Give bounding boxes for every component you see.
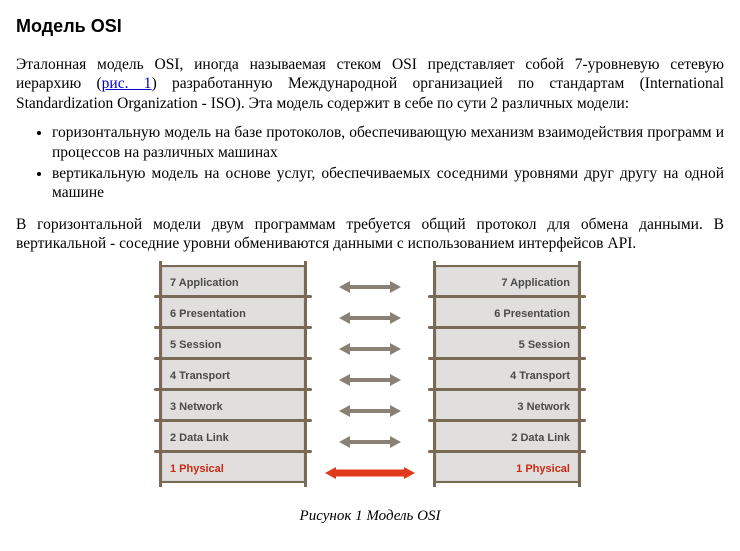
layer-row: 4 Transport [436, 360, 578, 391]
double-arrow-icon [339, 433, 401, 451]
list-item: горизонтальную модель на базе протоколов… [52, 123, 724, 162]
model-list: горизонтальную модель на базе протоколов… [16, 123, 724, 203]
double-arrow-icon [339, 278, 401, 296]
layer-label: 2 Data Link [511, 432, 570, 444]
layer-label: 3 Network [517, 401, 570, 413]
arrow-row [325, 271, 415, 302]
arrow-row [325, 395, 415, 426]
layer-row: 2 Data Link [436, 422, 578, 453]
double-arrow-icon [325, 464, 415, 482]
layer-row: 7 Application [162, 267, 304, 298]
layer-label: 5 Session [170, 339, 221, 351]
layer-label: 1 Physical [170, 463, 224, 475]
intro-paragraph: Эталонная модель OSI, иногда называемая … [16, 55, 724, 113]
figure-1: 7 Application 6 Presentation 5 Session 4 Tr… [16, 265, 724, 525]
layer-label: 7 Application [170, 277, 239, 289]
layer-row: 1 Physical [162, 453, 304, 484]
osi-stack-left: 7 Application 6 Presentation 5 Session 4 Tr… [159, 265, 307, 483]
layer-label: 3 Network [170, 401, 223, 413]
figure-link[interactable]: рис. 1 [102, 75, 152, 92]
layer-label: 2 Data Link [170, 432, 229, 444]
double-arrow-icon [339, 309, 401, 327]
double-arrow-icon [339, 402, 401, 420]
layer-label: 1 Physical [516, 463, 570, 475]
layer-label: 6 Presentation [170, 308, 246, 320]
figure-caption: Рисунок 1 Модель OSI [16, 508, 724, 525]
arrow-row [325, 426, 415, 457]
layer-label: 4 Transport [510, 370, 570, 382]
arrow-column [325, 265, 415, 494]
layer-label: 6 Presentation [494, 308, 570, 320]
arrow-row [325, 333, 415, 364]
list-item: вертикальную модель на основе услуг, обе… [52, 164, 724, 203]
page-title: Модель OSI [16, 16, 724, 37]
layer-label: 5 Session [519, 339, 570, 351]
layer-row: 2 Data Link [162, 422, 304, 453]
layer-row: 5 Session [436, 329, 578, 360]
layer-row: 6 Presentation [436, 298, 578, 329]
layer-row: 1 Physical [436, 453, 578, 484]
osi-stack-right: 7 Application 6 Presentation 5 Session 4 Tr… [433, 265, 581, 483]
arrow-row [325, 302, 415, 333]
arrow-row [325, 457, 415, 488]
double-arrow-icon [339, 371, 401, 389]
layer-label: 7 Application [501, 277, 570, 289]
layer-row: 4 Transport [162, 360, 304, 391]
layer-row: 3 Network [162, 391, 304, 422]
layer-row: 7 Application [436, 267, 578, 298]
layer-row: 5 Session [162, 329, 304, 360]
layer-row: 3 Network [436, 391, 578, 422]
layer-label: 4 Transport [170, 370, 230, 382]
layer-row: 6 Presentation [162, 298, 304, 329]
double-arrow-icon [339, 340, 401, 358]
followup-paragraph: В горизонтальной модели двум программам … [16, 215, 724, 254]
arrow-row [325, 364, 415, 395]
